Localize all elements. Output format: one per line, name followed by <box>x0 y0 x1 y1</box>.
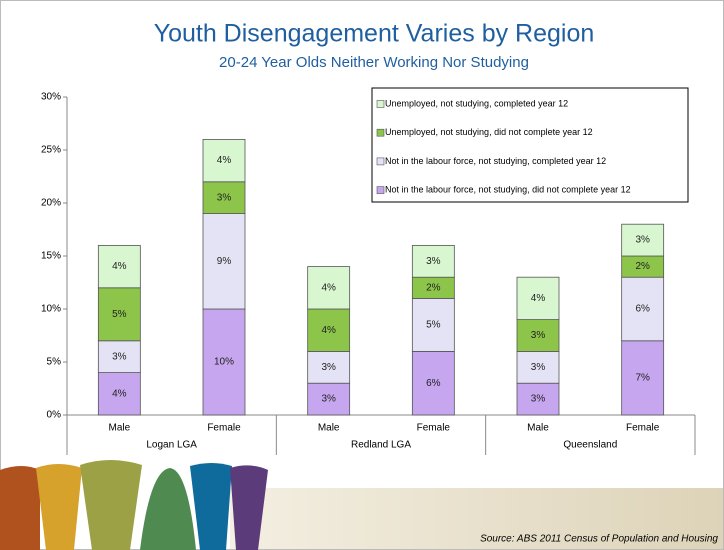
bar-segment <box>621 340 665 416</box>
x-tick-label: Male <box>318 423 340 434</box>
value-label: 3% <box>112 351 127 362</box>
bar-segment <box>97 340 141 373</box>
value-label: 2% <box>635 261 650 272</box>
bar-segment <box>516 350 560 384</box>
decor-arch <box>190 463 232 550</box>
bar-segment <box>97 244 141 289</box>
legend-swatch <box>376 186 385 194</box>
decor-arch <box>0 466 40 550</box>
decor-arch <box>80 460 142 550</box>
group-label: Logan LGA <box>146 440 197 451</box>
value-label: 10% <box>214 357 234 368</box>
value-label: 3% <box>531 362 546 373</box>
value-label: 3% <box>426 256 441 267</box>
decor-arch <box>36 464 82 550</box>
bar-segment <box>97 287 141 342</box>
y-tick-label: 25% <box>41 145 61 156</box>
y-tick-label: 15% <box>41 251 61 262</box>
legend-swatch <box>376 157 385 166</box>
x-tick-label: Female <box>417 423 451 434</box>
value-label: 3% <box>321 362 336 373</box>
value-label: 3% <box>531 330 546 341</box>
value-label: 6% <box>426 378 441 389</box>
bar-segment <box>411 350 455 416</box>
value-label: 4% <box>112 261 127 272</box>
value-label: 4% <box>112 388 127 399</box>
y-tick-label: 30% <box>41 92 61 103</box>
source-note: Source: ABS 2011 Census of Population an… <box>480 534 718 545</box>
value-label: 3% <box>531 394 546 405</box>
bar-segment <box>202 138 246 183</box>
value-label: 5% <box>426 320 441 331</box>
legend-label: Unemployed, not studying, did not comple… <box>385 127 593 137</box>
legend-box <box>371 87 689 203</box>
x-tick-label: Male <box>527 423 549 434</box>
value-label: 4% <box>531 293 546 304</box>
value-label: 6% <box>635 304 650 315</box>
chart-subtitle: 20-24 Year Olds Neither Working Nor Stud… <box>219 54 529 71</box>
bar-segment <box>621 223 665 257</box>
x-tick-label: Female <box>626 423 660 434</box>
x-tick-label: Female <box>207 423 241 434</box>
bar-segment <box>307 308 351 352</box>
legend-swatch <box>376 100 385 108</box>
value-label: 4% <box>217 155 232 166</box>
legend-label: Not in the labour force, not studying, c… <box>385 156 606 166</box>
bar-segment <box>202 213 246 310</box>
group-label: Queensland <box>563 440 617 451</box>
value-label: 7% <box>635 373 650 384</box>
bar-segment <box>516 319 560 352</box>
decor-arch <box>140 468 196 550</box>
y-tick-label: 5% <box>47 357 62 368</box>
legend-swatch <box>376 128 385 137</box>
legend-label: Not in the labour force, not studying, d… <box>385 184 631 194</box>
bar-segment <box>97 372 141 416</box>
y-tick-label: 20% <box>41 198 61 209</box>
bar-segment <box>307 382 351 416</box>
bar-segment <box>516 276 560 321</box>
footer-band <box>230 488 723 549</box>
decor-arch <box>230 465 268 550</box>
value-label: 9% <box>217 256 232 267</box>
value-label: 3% <box>635 235 650 246</box>
value-label: 4% <box>321 325 336 336</box>
value-label: 3% <box>217 192 232 203</box>
value-label: 4% <box>321 282 336 293</box>
plot: 0% 5% 10% 15% 20% 25% 30% 4% 3% 5% 4% Male 10% 9% 3% 4%… <box>41 87 696 455</box>
group-label: Redland LGA <box>351 440 411 451</box>
bar-segment <box>516 382 560 416</box>
legend-label: Unemployed, not studying, completed year… <box>385 98 568 108</box>
bar-segment <box>202 181 246 215</box>
y-tick-label: 10% <box>41 304 61 315</box>
bar-segment <box>411 297 455 352</box>
bar-segment <box>411 244 455 278</box>
bar-segment <box>202 308 246 416</box>
bar-segment <box>307 350 351 384</box>
y-tick-label: 0% <box>47 410 62 421</box>
value-label: 3% <box>321 394 336 405</box>
value-label: 5% <box>112 309 127 320</box>
value-label: 2% <box>426 282 441 293</box>
x-tick-label: Male <box>108 423 130 434</box>
bar-segment <box>307 266 351 310</box>
chart-title: Youth Disengagement Varies by Region <box>154 20 595 48</box>
